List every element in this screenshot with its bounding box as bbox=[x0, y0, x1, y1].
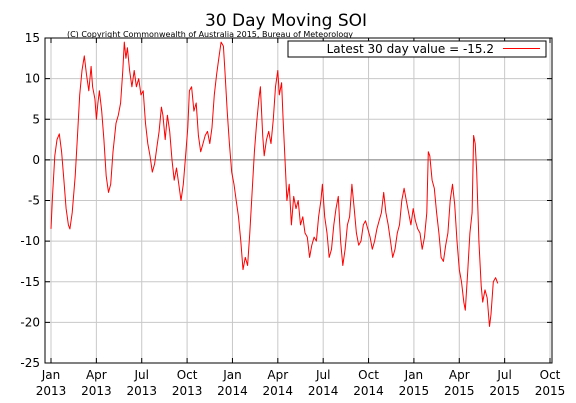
legend-label: Latest 30 day value = -15.2 bbox=[327, 42, 494, 56]
y-tick-label: 0 bbox=[32, 153, 40, 167]
x-tick-label-month: Apr bbox=[449, 368, 470, 382]
x-tick-label-month: Apr bbox=[86, 368, 107, 382]
x-tick-label-year: 2014 bbox=[263, 384, 294, 398]
x-tick-label-month: Jan bbox=[404, 368, 424, 382]
y-tick-label: -5 bbox=[28, 194, 40, 208]
y-tick-label: 5 bbox=[32, 112, 40, 126]
chart-subtitle: (C) Copyright Commonwealth of Australia … bbox=[67, 30, 353, 39]
legend: Latest 30 day value = -15.2 bbox=[287, 40, 547, 58]
x-tick-label-year: 2013 bbox=[126, 384, 157, 398]
legend-box bbox=[287, 40, 547, 58]
x-tick-label-year: 2013 bbox=[81, 384, 112, 398]
x-tick-label-month: Jul bbox=[315, 368, 330, 382]
x-tick-label-year: 2015 bbox=[444, 384, 475, 398]
x-tick-label-month: Oct bbox=[540, 368, 561, 382]
grid bbox=[45, 37, 552, 364]
x-tick-label-month: Jul bbox=[496, 368, 511, 382]
x-tick-label-month: Jan bbox=[222, 368, 242, 382]
y-tick-label: 10 bbox=[25, 72, 40, 86]
x-tick-label-month: Jan bbox=[41, 368, 61, 382]
x-tick-label-month: Oct bbox=[358, 368, 379, 382]
x-tick-label-month: Oct bbox=[177, 368, 198, 382]
y-tick-label: -15 bbox=[20, 275, 40, 289]
x-tick-label-month: Jul bbox=[133, 368, 148, 382]
x-tick-label-year: 2013 bbox=[172, 384, 203, 398]
x-axis: Jan 2013 Apr 2013 Jul 2013 Oct 2013 Jan 2014 Apr 20… bbox=[36, 38, 566, 398]
x-tick-label-year: 2015 bbox=[489, 384, 520, 398]
y-tick-label: -10 bbox=[20, 234, 40, 248]
chart-title: 30 Day Moving SOI bbox=[205, 11, 367, 31]
y-tick-label: 15 bbox=[25, 31, 40, 45]
y-axis: 15 10 5 0 -5 -10 -15 -20 -25 bbox=[20, 31, 552, 370]
series-layer bbox=[50, 41, 499, 327]
y-tick-label: -20 bbox=[20, 315, 40, 329]
x-tick-label-year: 2015 bbox=[399, 384, 430, 398]
x-tick-label-year: 2013 bbox=[36, 384, 67, 398]
soi-series-line bbox=[50, 41, 499, 327]
x-tick-label-year: 2014 bbox=[217, 384, 248, 398]
x-tick-label-year: 2015 bbox=[535, 384, 566, 398]
x-tick-label-year: 2014 bbox=[308, 384, 339, 398]
x-tick-label-year: 2014 bbox=[353, 384, 384, 398]
x-tick-label-month: Apr bbox=[267, 368, 288, 382]
y-tick-label: -25 bbox=[20, 356, 40, 370]
